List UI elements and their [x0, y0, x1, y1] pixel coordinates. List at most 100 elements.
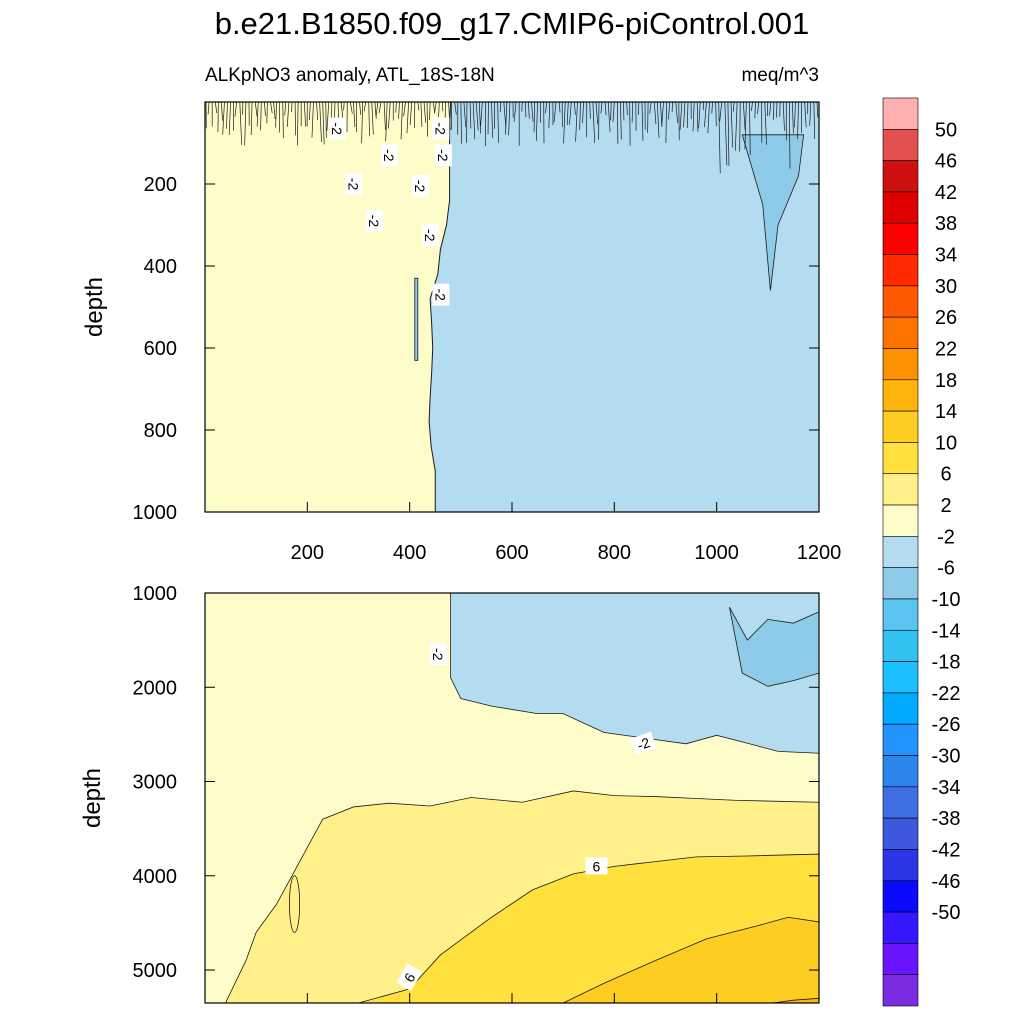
colorbar-band — [882, 348, 919, 381]
surface-noise-spike — [420, 102, 423, 127]
surface-noise-spike — [692, 102, 695, 132]
contour-label: -2 — [381, 144, 399, 167]
surface-noise-spike — [600, 102, 603, 114]
surface-noise-spike — [734, 102, 738, 151]
colorbar-label: 2 — [940, 495, 951, 517]
surface-noise-spike — [668, 102, 670, 120]
colorbar-band — [882, 254, 919, 287]
upper-deep-blue-finger — [741, 134, 805, 291]
surface-noise-spike — [649, 102, 652, 114]
x-tick-label: 1200 — [797, 542, 842, 564]
surface-noise-spike — [766, 102, 769, 117]
upper-ticks: 200 400 600 800 1000 1200 200 400 600 800 1000 — [133, 174, 842, 564]
surface-noise-spike — [254, 102, 258, 117]
x-tick-label: 600 — [495, 542, 528, 564]
y-tick-label: 2000 — [133, 677, 178, 699]
surface-noise-spike — [417, 102, 420, 111]
surface-noise-spike — [718, 102, 721, 174]
surface-noise-spike — [385, 102, 388, 142]
surface-noise-spike — [764, 102, 767, 145]
surface-noise-spike — [297, 102, 299, 146]
surface-noise-spike — [491, 102, 494, 138]
y-tick-label: 3000 — [133, 772, 178, 794]
colorbar-label: -50 — [932, 902, 961, 924]
colorbar-label: -10 — [932, 589, 961, 611]
colorbar-label: 22 — [935, 338, 957, 360]
lower-panel: -2 -2 6 6 1000 2000 3000 4000 5000 depth — [79, 583, 820, 1004]
surface-noise-spike — [454, 102, 457, 115]
contour-label-background — [422, 224, 440, 247]
x-tick-label: 1000 — [694, 542, 739, 564]
colorbar-band — [882, 786, 919, 819]
surface-noise-spike — [378, 102, 382, 114]
surface-noise-spike — [503, 102, 507, 128]
contour-label-background — [329, 117, 347, 140]
surface-noise-spike — [665, 102, 667, 143]
surface-noise-spike — [221, 102, 223, 121]
surface-noise-spike — [548, 102, 551, 129]
surface-noise-spike — [400, 102, 403, 140]
colorbar-label: 10 — [935, 432, 957, 454]
colorbar-label: -42 — [932, 839, 961, 861]
surface-noise-spike — [675, 102, 679, 124]
colorbar-band — [882, 755, 919, 788]
colorbar-label: 26 — [935, 307, 957, 329]
colorbar-band — [882, 160, 919, 193]
colorbar-band — [882, 880, 919, 913]
surface-noise-spike — [696, 102, 699, 132]
upper-contour-labels: -2 -2 -2 -2 -2 -2 -2 -2 -2 — [329, 117, 452, 306]
colorbar-label: -18 — [932, 652, 961, 674]
surface-noise-spike — [732, 102, 735, 112]
surface-noise-spike — [325, 102, 327, 138]
surface-noise-spike — [316, 102, 318, 121]
colorbar-band — [882, 629, 919, 662]
surface-noise-spike — [429, 102, 431, 121]
colorbar-band — [882, 410, 919, 443]
colorbar-label: 30 — [935, 276, 957, 298]
surface-noise-spike — [266, 102, 268, 124]
contour-label-background — [585, 857, 608, 875]
surface-noise-spike — [528, 102, 530, 119]
colorbar-band — [882, 285, 919, 318]
surface-noise-spike — [463, 102, 467, 128]
colorbar-band — [882, 473, 919, 506]
surface-noise-spike — [214, 102, 218, 114]
surface-noise-spike — [788, 102, 791, 169]
lower-band-minus10-minus6 — [729, 606, 819, 687]
surface-noise-spike — [751, 102, 753, 112]
surface-noise-spike — [282, 102, 284, 139]
colorbar-band — [882, 598, 919, 631]
lower-y-axis-title: depth — [79, 768, 106, 828]
surface-noise-spike — [359, 102, 362, 115]
contour-label-text: -2 — [329, 122, 345, 135]
surface-noise-spike — [406, 102, 409, 134]
surface-noise-spike — [797, 102, 799, 140]
contour-label: -2 — [329, 117, 347, 140]
surface-noise-spike — [607, 102, 611, 132]
colorbar-band — [882, 943, 919, 975]
surface-noise-spike — [207, 102, 210, 115]
surface-noise-spike — [631, 102, 634, 123]
surface-noise-spike — [727, 102, 730, 166]
surface-noise-spike — [222, 102, 225, 135]
upper-y-axis-title: depth — [81, 277, 108, 337]
surface-noise-spike — [363, 102, 367, 112]
surface-noise-spike — [303, 102, 306, 127]
contour-label-text: -2 — [345, 178, 361, 191]
surface-noise-spike — [264, 102, 266, 116]
surface-noise-spike — [480, 102, 483, 127]
surface-noise-spike — [816, 102, 819, 118]
colorbar-label: 46 — [935, 151, 957, 173]
y-tick-label: 600 — [144, 338, 177, 360]
surface-noise-spike — [286, 102, 290, 127]
surface-noise-spike — [792, 102, 794, 134]
surface-noise-spike — [383, 102, 386, 131]
upper-west-fill — [205, 102, 452, 512]
surface-noise-spike — [497, 102, 499, 143]
colorbar-label: -38 — [932, 808, 961, 830]
surface-noise-spike — [660, 102, 663, 127]
upper-surface-noise — [205, 102, 819, 174]
surface-noise-spike — [349, 102, 353, 114]
surface-noise-spike — [719, 102, 723, 122]
